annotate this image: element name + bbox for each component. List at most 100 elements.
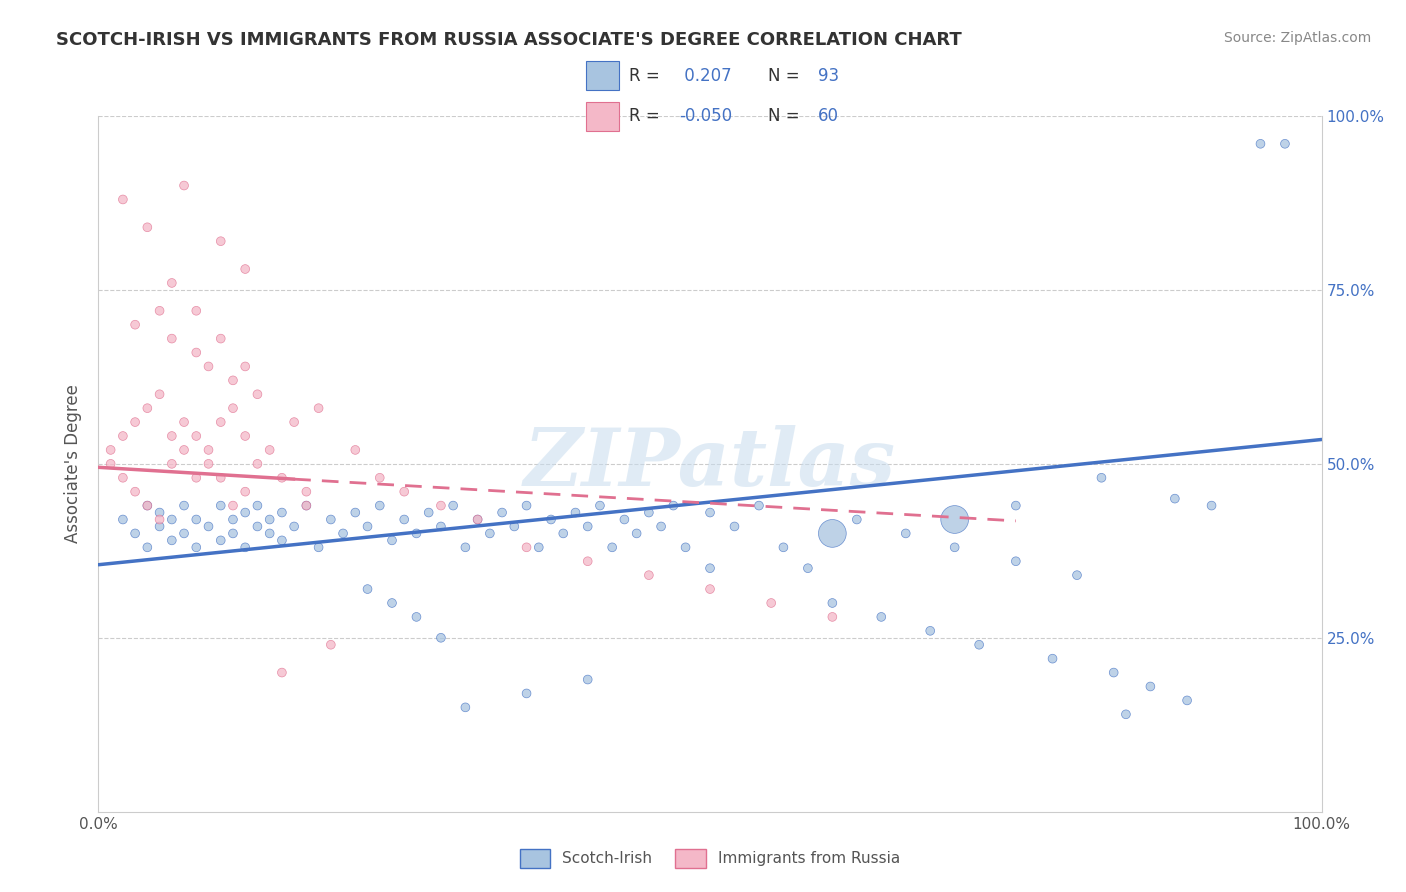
Point <box>564 506 586 520</box>
Point <box>1139 680 1161 694</box>
Point <box>589 499 612 513</box>
Point <box>613 512 636 526</box>
Point <box>295 499 318 513</box>
Point <box>772 541 794 555</box>
Point <box>626 526 648 541</box>
Point <box>503 519 526 533</box>
Point <box>332 526 354 541</box>
Point <box>270 471 294 485</box>
Point <box>870 610 893 624</box>
Y-axis label: Associate's Degree: Associate's Degree <box>65 384 83 543</box>
Point <box>920 624 942 638</box>
Point <box>392 512 416 526</box>
Point <box>295 499 318 513</box>
Bar <box>586 102 620 130</box>
Point <box>100 457 122 471</box>
Text: 93: 93 <box>818 67 839 85</box>
Point <box>418 506 440 520</box>
Point <box>454 541 477 555</box>
Point <box>967 638 990 652</box>
Point <box>186 303 208 318</box>
Point <box>160 276 183 290</box>
Point <box>136 220 159 235</box>
Point <box>233 262 256 277</box>
Point <box>136 499 159 513</box>
Point <box>540 512 562 526</box>
Point <box>845 512 868 526</box>
Point <box>259 442 281 457</box>
Point <box>454 700 477 714</box>
Point <box>1004 499 1026 513</box>
Point <box>186 471 208 485</box>
Point <box>149 512 172 526</box>
Point <box>1102 665 1125 680</box>
Point <box>209 499 232 513</box>
Point <box>1274 136 1296 151</box>
Point <box>186 429 208 443</box>
Point <box>222 526 245 541</box>
Legend: Scotch-Irish, Immigrants from Russia: Scotch-Irish, Immigrants from Russia <box>513 843 907 873</box>
Point <box>136 541 159 555</box>
Point <box>576 673 599 687</box>
Point <box>270 665 294 680</box>
Bar <box>586 62 620 90</box>
Point <box>283 519 305 533</box>
Point <box>821 526 844 541</box>
Point <box>515 541 537 555</box>
Point <box>124 318 146 332</box>
Point <box>149 506 172 520</box>
Point <box>515 686 537 700</box>
Point <box>650 519 672 533</box>
Point <box>124 484 146 499</box>
Point <box>222 401 245 416</box>
Point <box>246 499 269 513</box>
Point <box>149 519 172 533</box>
Point <box>553 526 575 541</box>
Point <box>1175 693 1198 707</box>
Point <box>197 442 219 457</box>
Point <box>111 193 134 207</box>
Point <box>430 499 453 513</box>
Point <box>467 512 489 526</box>
Text: R =: R = <box>630 67 659 85</box>
Point <box>197 457 219 471</box>
Point <box>173 178 195 193</box>
Point <box>368 499 391 513</box>
Text: N =: N = <box>768 107 800 125</box>
Point <box>222 373 245 387</box>
Point <box>160 533 183 548</box>
Point <box>821 596 844 610</box>
Point <box>209 415 232 429</box>
Point <box>209 471 232 485</box>
Point <box>209 332 232 346</box>
Point <box>1090 471 1112 485</box>
Text: 60: 60 <box>818 107 838 125</box>
Point <box>1201 499 1223 513</box>
Point <box>111 429 134 443</box>
Point <box>467 512 489 526</box>
Point <box>136 401 159 416</box>
Point <box>821 610 844 624</box>
Point <box>233 506 256 520</box>
Point <box>124 415 146 429</box>
Point <box>233 429 256 443</box>
Point <box>308 541 330 555</box>
Point <box>1115 707 1137 722</box>
Point <box>405 610 427 624</box>
Point <box>430 519 453 533</box>
Point <box>478 526 501 541</box>
Point <box>197 359 219 374</box>
Point <box>699 561 721 575</box>
Point <box>344 506 367 520</box>
Point <box>943 541 966 555</box>
Point <box>356 582 378 596</box>
Point <box>430 631 453 645</box>
Text: -0.050: -0.050 <box>679 107 733 125</box>
Point <box>576 554 599 568</box>
Point <box>149 387 172 401</box>
Point <box>136 499 159 513</box>
Point <box>894 526 917 541</box>
Point <box>246 457 269 471</box>
Point <box>173 499 195 513</box>
Point <box>100 442 122 457</box>
